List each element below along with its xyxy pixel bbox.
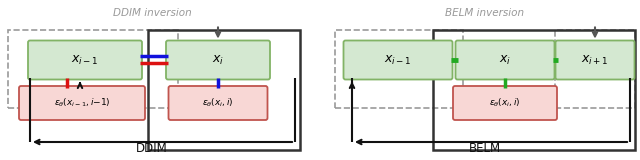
Text: DDIM inversion: DDIM inversion	[113, 8, 191, 18]
Bar	[555, 30, 635, 108]
Text: BELM: BELM	[469, 142, 501, 155]
FancyBboxPatch shape	[556, 40, 634, 80]
Text: $x_{i-1}$: $x_{i-1}$	[384, 53, 412, 67]
Text: $x_{i-1}$: $x_{i-1}$	[71, 53, 99, 67]
Bar	[8, 30, 178, 108]
Bar	[433, 30, 635, 150]
Bar	[335, 30, 463, 108]
Text: $\epsilon_\theta(x_{i-1}, i{-}1)$: $\epsilon_\theta(x_{i-1}, i{-}1)$	[54, 97, 110, 109]
FancyBboxPatch shape	[168, 86, 268, 120]
FancyBboxPatch shape	[166, 40, 270, 80]
Text: $\epsilon_\theta(x_i, i)$: $\epsilon_\theta(x_i, i)$	[489, 97, 521, 109]
FancyBboxPatch shape	[453, 86, 557, 120]
Text: $x_i$: $x_i$	[212, 53, 224, 67]
FancyBboxPatch shape	[456, 40, 554, 80]
Bar	[148, 30, 300, 150]
Text: $\epsilon_\theta(x_i, i)$: $\epsilon_\theta(x_i, i)$	[202, 97, 234, 109]
Text: DDIM: DDIM	[136, 142, 168, 155]
Text: $x_i$: $x_i$	[499, 53, 511, 67]
Text: BELM inversion: BELM inversion	[445, 8, 525, 18]
Text: $x_{i+1}$: $x_{i+1}$	[581, 53, 609, 67]
FancyBboxPatch shape	[344, 40, 452, 80]
FancyBboxPatch shape	[28, 40, 142, 80]
FancyBboxPatch shape	[19, 86, 145, 120]
